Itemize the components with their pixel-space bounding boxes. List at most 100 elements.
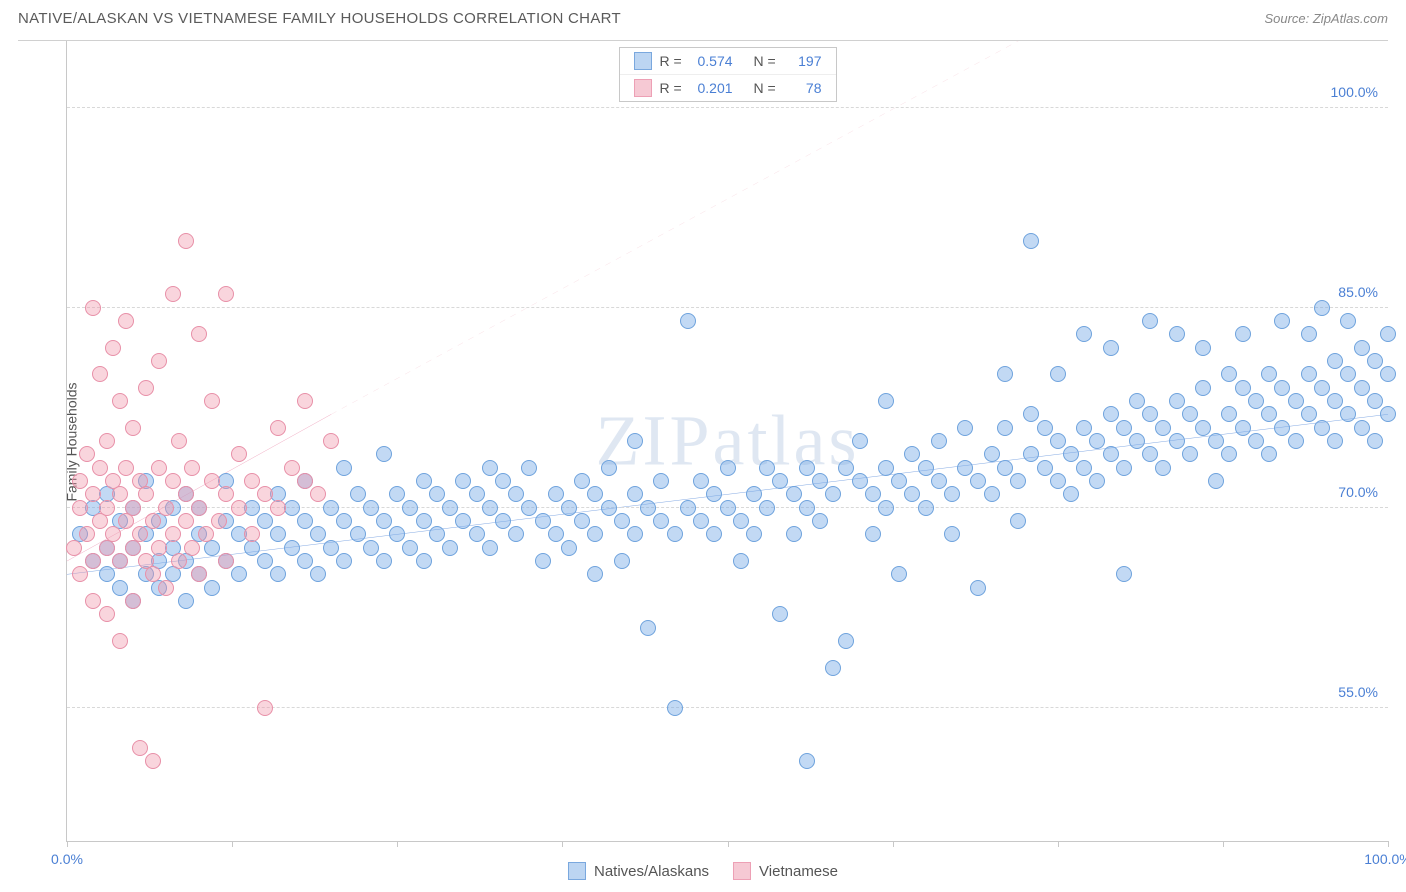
- data-point: [178, 513, 194, 529]
- data-point: [574, 513, 590, 529]
- data-point: [1050, 433, 1066, 449]
- data-point: [66, 540, 82, 556]
- data-point: [918, 460, 934, 476]
- data-point: [482, 460, 498, 476]
- data-point: [1129, 393, 1145, 409]
- data-point: [297, 393, 313, 409]
- data-point: [1274, 380, 1290, 396]
- stat-label: N =: [754, 53, 784, 69]
- data-point: [495, 513, 511, 529]
- data-point: [1089, 473, 1105, 489]
- data-point: [1037, 420, 1053, 436]
- data-point: [1103, 340, 1119, 356]
- data-point: [132, 526, 148, 542]
- data-point: [997, 420, 1013, 436]
- x-tick-mark: [1223, 841, 1224, 847]
- gridline-h: [67, 307, 1388, 308]
- data-point: [1261, 366, 1277, 382]
- data-point: [680, 313, 696, 329]
- data-point: [231, 566, 247, 582]
- data-point: [904, 486, 920, 502]
- data-point: [1327, 393, 1343, 409]
- data-point: [786, 486, 802, 502]
- data-point: [878, 460, 894, 476]
- data-point: [442, 540, 458, 556]
- data-point: [587, 526, 603, 542]
- data-point: [957, 460, 973, 476]
- data-point: [118, 460, 134, 476]
- data-point: [171, 433, 187, 449]
- data-point: [878, 393, 894, 409]
- data-point: [191, 566, 207, 582]
- x-tick-mark: [893, 841, 894, 847]
- data-point: [1195, 420, 1211, 436]
- data-point: [561, 540, 577, 556]
- data-point: [323, 500, 339, 516]
- data-point: [720, 500, 736, 516]
- chart-area: Family Households ZIPatlas R =0.574N =19…: [18, 40, 1388, 842]
- data-point: [1023, 446, 1039, 462]
- data-point: [402, 500, 418, 516]
- data-point: [1010, 513, 1026, 529]
- data-point: [1235, 380, 1251, 396]
- x-tick-mark: [1388, 841, 1389, 847]
- data-point: [1354, 340, 1370, 356]
- data-point: [640, 620, 656, 636]
- data-point: [336, 460, 352, 476]
- data-point: [1116, 460, 1132, 476]
- data-point: [1116, 420, 1132, 436]
- data-point: [601, 460, 617, 476]
- r-value: 0.201: [698, 80, 746, 96]
- data-point: [667, 526, 683, 542]
- data-point: [204, 393, 220, 409]
- data-point: [105, 526, 121, 542]
- data-point: [204, 580, 220, 596]
- data-point: [1169, 433, 1185, 449]
- correlation-legend: R =0.574N =197R =0.201N =78: [619, 47, 837, 102]
- data-point: [310, 486, 326, 502]
- source-name: ZipAtlas.com: [1313, 11, 1388, 26]
- n-value: 197: [792, 53, 822, 69]
- data-point: [336, 553, 352, 569]
- data-point: [145, 513, 161, 529]
- data-point: [455, 473, 471, 489]
- data-point: [865, 486, 881, 502]
- data-point: [1367, 393, 1383, 409]
- data-point: [482, 540, 498, 556]
- data-point: [72, 566, 88, 582]
- data-point: [270, 566, 286, 582]
- data-point: [145, 753, 161, 769]
- x-tick-mark: [232, 841, 233, 847]
- data-point: [587, 486, 603, 502]
- data-point: [310, 566, 326, 582]
- stat-label: R =: [660, 80, 690, 96]
- data-point: [99, 606, 115, 622]
- data-point: [297, 553, 313, 569]
- legend-label: Vietnamese: [759, 863, 838, 880]
- data-point: [455, 513, 471, 529]
- data-point: [145, 566, 161, 582]
- data-point: [85, 486, 101, 502]
- data-point: [1340, 406, 1356, 422]
- data-point: [99, 433, 115, 449]
- data-point: [244, 473, 260, 489]
- data-point: [178, 593, 194, 609]
- data-point: [1301, 366, 1317, 382]
- data-point: [171, 553, 187, 569]
- chart-header: NATIVE/ALASKAN VS VIETNAMESE FAMILY HOUS…: [0, 0, 1406, 33]
- data-point: [1050, 473, 1066, 489]
- data-point: [1327, 433, 1343, 449]
- data-point: [99, 566, 115, 582]
- data-point: [151, 540, 167, 556]
- data-point: [495, 473, 511, 489]
- data-point: [1142, 313, 1158, 329]
- data-point: [1023, 233, 1039, 249]
- data-point: [257, 486, 273, 502]
- data-point: [535, 513, 551, 529]
- data-point: [429, 526, 445, 542]
- data-point: [746, 526, 762, 542]
- data-point: [1142, 446, 1158, 462]
- data-point: [1248, 433, 1264, 449]
- plot-region: ZIPatlas R =0.574N =197R =0.201N =78 55.…: [66, 41, 1388, 842]
- data-point: [601, 500, 617, 516]
